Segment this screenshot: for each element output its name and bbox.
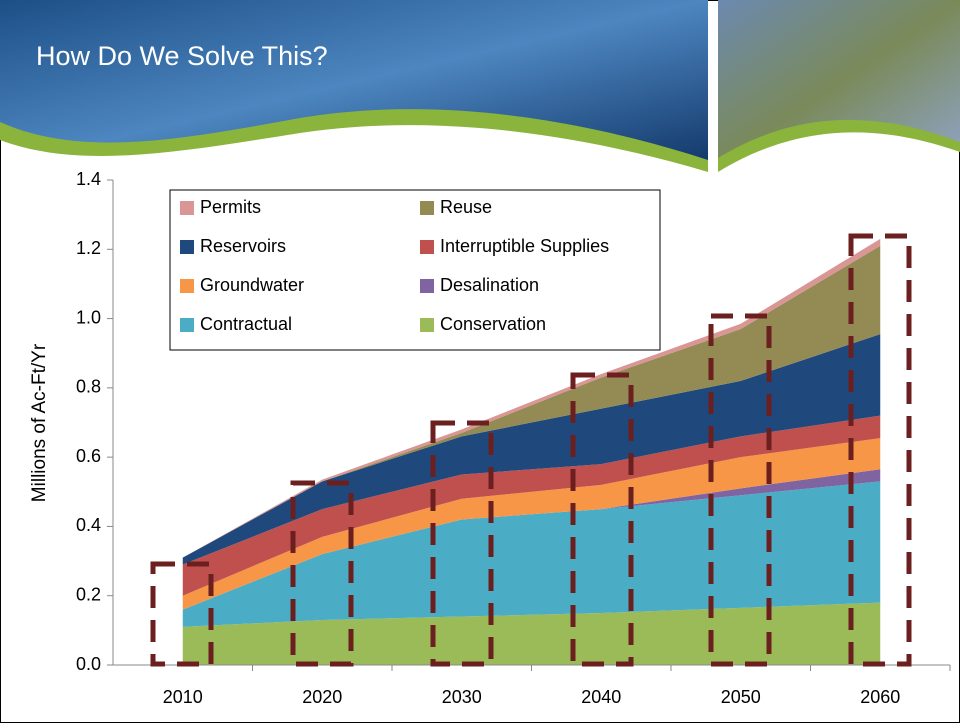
legend-label: Desalination: [440, 275, 539, 295]
x-tick-label: 2010: [163, 687, 203, 707]
legend-label: Contractual: [200, 314, 292, 334]
legend-swatch: [420, 240, 434, 254]
x-tick-label: 2020: [302, 687, 342, 707]
x-tick-label: 2030: [442, 687, 482, 707]
y-tick-label: 0.8: [76, 377, 101, 397]
y-tick-label: 0.4: [76, 515, 101, 535]
x-tick-label: 2040: [581, 687, 621, 707]
y-tick-label: 1.0: [76, 307, 101, 327]
y-tick-label: 0.2: [76, 584, 101, 604]
legend-swatch: [420, 201, 434, 215]
page: {"header": {"title": "How Do We Solve Th…: [0, 0, 960, 723]
y-tick-label: 1.2: [76, 238, 101, 258]
slide: How Do We Solve This? 0.0 0.2 0.4 0.6 0.8 1.0…: [0, 0, 960, 723]
legend-swatch: [420, 279, 434, 293]
legend-swatch: [180, 279, 194, 293]
legend-label: Conservation: [440, 314, 546, 334]
y-axis-title: Millions of Ac-Ft/Yr: [29, 343, 50, 502]
legend-label: Reservoirs: [200, 236, 286, 256]
y-tick-label: 0.0: [76, 654, 101, 674]
legend-label: Permits: [200, 197, 261, 217]
slide-title: How Do We Solve This?: [36, 41, 328, 71]
y-tick-label: 1.4: [76, 169, 101, 189]
x-tick-label: 2050: [721, 687, 761, 707]
legend-swatch: [180, 240, 194, 254]
legend-label: Interruptible Supplies: [440, 236, 609, 256]
legend: Permits Reuse Reservoirs Interruptible Supp…: [170, 190, 660, 350]
y-tick-label: 0.6: [76, 446, 101, 466]
legend-swatch: [180, 318, 194, 332]
legend-label: Reuse: [440, 197, 492, 217]
x-tick-label: 2060: [860, 687, 900, 707]
legend-swatch: [180, 201, 194, 215]
legend-label: Groundwater: [200, 275, 304, 295]
legend-swatch: [420, 318, 434, 332]
